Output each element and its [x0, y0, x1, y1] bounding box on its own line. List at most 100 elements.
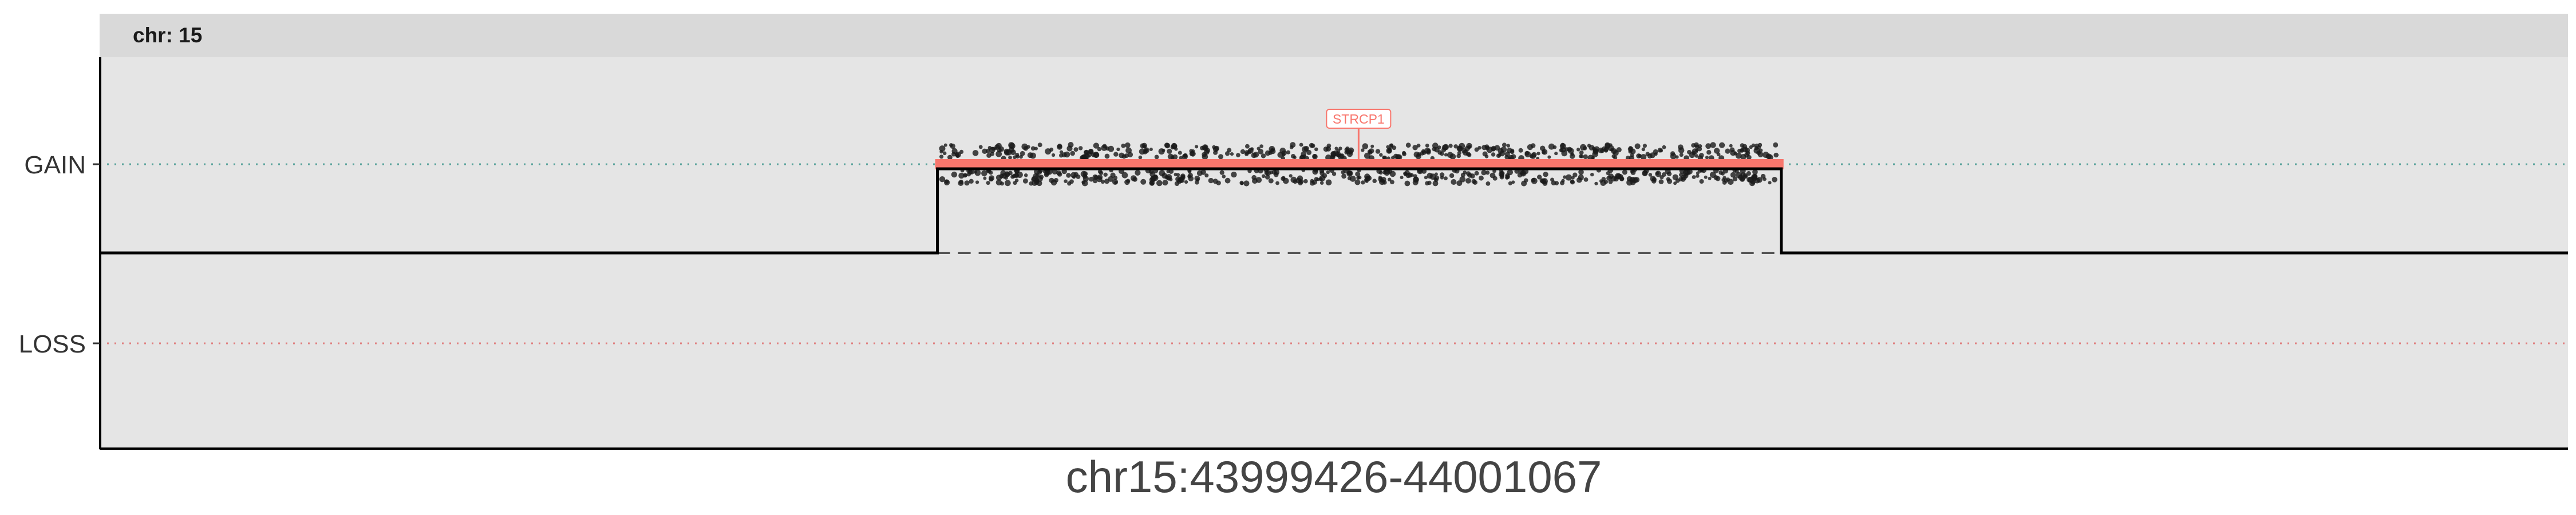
- marker-point: [1009, 146, 1015, 153]
- marker-point: [1735, 152, 1742, 159]
- marker-point: [990, 152, 994, 156]
- marker-point: [1569, 153, 1575, 159]
- marker-point: [1384, 169, 1390, 176]
- marker-point: [1270, 148, 1276, 154]
- marker-point: [1341, 173, 1347, 179]
- marker-point: [1290, 142, 1296, 148]
- marker-point: [1772, 177, 1777, 183]
- marker-point: [951, 171, 958, 178]
- marker-point: [1244, 150, 1250, 155]
- marker-point: [1705, 143, 1712, 149]
- marker-point: [1172, 154, 1178, 160]
- marker-point: [1379, 153, 1383, 157]
- marker-point: [1326, 170, 1330, 175]
- marker-point: [1673, 181, 1677, 185]
- marker-point: [1608, 145, 1614, 152]
- marker-point: [1346, 171, 1353, 177]
- marker-point: [1116, 147, 1120, 152]
- marker-point: [1630, 169, 1634, 173]
- marker-point: [1499, 175, 1504, 180]
- marker-point: [1024, 173, 1028, 177]
- marker-point: [1049, 177, 1054, 183]
- marker-point: [1554, 181, 1559, 185]
- marker-point: [958, 180, 964, 186]
- marker-point: [1598, 147, 1604, 153]
- marker-point: [1224, 177, 1231, 184]
- marker-point: [1240, 149, 1246, 154]
- marker-point: [1060, 150, 1064, 154]
- marker-point: [1174, 172, 1178, 177]
- marker-point: [1037, 142, 1042, 148]
- marker-point: [1491, 146, 1496, 152]
- marker-point: [1161, 148, 1165, 152]
- marker-point: [1177, 179, 1182, 184]
- marker-point: [1348, 147, 1354, 153]
- marker-point: [1746, 171, 1751, 176]
- marker-point: [1655, 171, 1662, 177]
- marker-point: [1439, 172, 1445, 177]
- marker-point: [1459, 142, 1465, 149]
- marker-point: [1393, 153, 1398, 159]
- marker-point: [1184, 180, 1188, 184]
- marker-point: [1332, 172, 1337, 176]
- marker-point: [1504, 155, 1509, 160]
- marker-point: [1387, 177, 1392, 182]
- marker-point: [1432, 180, 1439, 187]
- marker-point: [1027, 152, 1033, 159]
- marker-point: [1080, 154, 1085, 160]
- marker-point: [1139, 148, 1145, 155]
- marker-point: [1303, 179, 1308, 184]
- marker-point: [1125, 142, 1131, 148]
- marker-point: [1477, 145, 1481, 150]
- marker-point: [1121, 154, 1127, 159]
- marker-point: [1689, 152, 1696, 159]
- marker-point: [1611, 154, 1616, 159]
- marker-point: [1021, 143, 1028, 150]
- marker-point: [1161, 173, 1168, 179]
- marker-point: [1530, 154, 1534, 159]
- marker-point: [1603, 179, 1609, 184]
- marker-point: [1424, 176, 1428, 180]
- marker-point: [1726, 177, 1730, 182]
- marker-point: [1279, 148, 1286, 154]
- marker-point: [1743, 175, 1748, 179]
- marker-point: [1437, 145, 1441, 149]
- marker-point: [1052, 153, 1056, 157]
- marker-point: [1465, 152, 1471, 157]
- marker-point: [1195, 145, 1199, 149]
- marker-point: [1138, 155, 1143, 160]
- marker-point: [1219, 170, 1224, 175]
- marker-point: [944, 179, 949, 184]
- marker-point: [1591, 156, 1595, 160]
- marker-point: [1180, 176, 1184, 180]
- marker-point: [1651, 179, 1657, 184]
- marker-point: [1482, 151, 1488, 157]
- marker-point: [1140, 143, 1145, 149]
- marker-point: [1073, 147, 1078, 152]
- marker-point: [1361, 180, 1365, 185]
- marker-point: [1508, 181, 1512, 185]
- marker-point: [1640, 154, 1647, 160]
- marker-point: [1372, 179, 1377, 184]
- marker-point: [1735, 169, 1739, 174]
- marker-point: [1658, 179, 1664, 184]
- marker-point: [1648, 173, 1653, 177]
- marker-point: [1236, 153, 1240, 157]
- marker-point: [1564, 147, 1569, 152]
- marker-point: [1113, 152, 1119, 157]
- marker-point: [1064, 151, 1070, 158]
- marker-point: [1583, 177, 1589, 182]
- marker-point: [1444, 176, 1448, 181]
- marker-point: [1250, 147, 1254, 151]
- marker-point: [1448, 144, 1453, 148]
- marker-point: [1571, 176, 1575, 180]
- marker-point: [1240, 181, 1244, 185]
- marker-point: [982, 148, 987, 154]
- marker-point: [1265, 175, 1270, 180]
- facet-label: chr: 15: [133, 23, 202, 47]
- marker-point: [1443, 144, 1449, 150]
- marker-point: [1692, 175, 1696, 179]
- marker-point: [1542, 150, 1546, 154]
- copy-number-step-line: [100, 167, 2568, 255]
- marker-point: [1375, 149, 1381, 154]
